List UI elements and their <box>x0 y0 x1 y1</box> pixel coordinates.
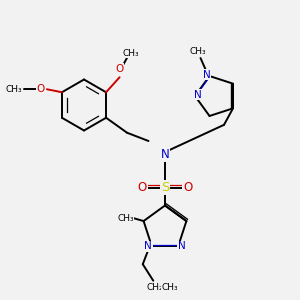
Text: O: O <box>116 64 124 74</box>
Text: S: S <box>161 181 169 194</box>
Text: N: N <box>160 148 169 161</box>
Text: CH₃: CH₃ <box>117 214 134 223</box>
Text: CH₂: CH₂ <box>146 283 163 292</box>
Text: CH₃: CH₃ <box>161 283 178 292</box>
Text: CH₃: CH₃ <box>6 85 22 94</box>
Text: CH₃: CH₃ <box>122 49 139 58</box>
Text: O: O <box>37 84 45 94</box>
Text: O: O <box>138 181 147 194</box>
Text: N: N <box>194 89 202 100</box>
Text: N: N <box>178 241 186 251</box>
Text: N: N <box>144 241 152 251</box>
Text: O: O <box>183 181 192 194</box>
Text: CH₃: CH₃ <box>189 47 206 56</box>
Text: N: N <box>202 70 210 80</box>
